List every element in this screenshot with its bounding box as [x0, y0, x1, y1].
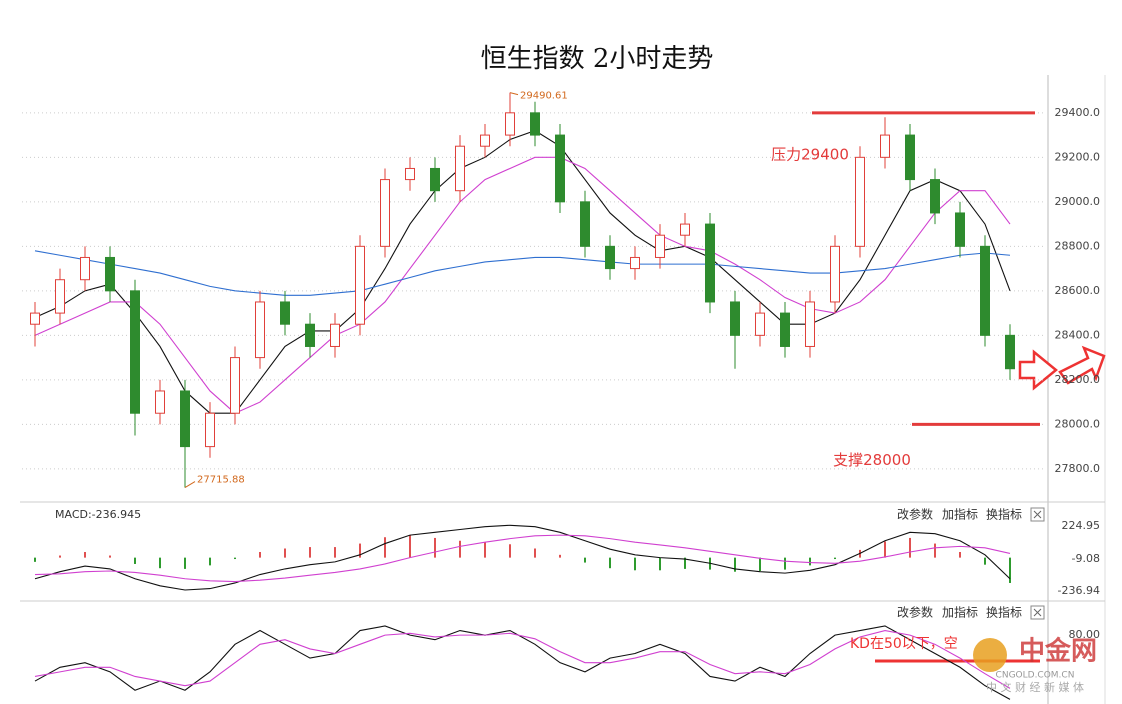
candle-body — [405, 167, 415, 181]
ma-line — [34, 250, 1011, 296]
candle-body — [505, 112, 515, 136]
ma-line — [34, 625, 1011, 700]
y-tick-label: 28000.0 — [1055, 417, 1101, 430]
candle-body — [55, 279, 65, 314]
arrow-icon — [1018, 349, 1058, 391]
y-tick-label: 28400.0 — [1055, 328, 1101, 341]
candle-body — [705, 223, 715, 303]
y-tick-label: 29400.0 — [1055, 106, 1101, 119]
y-tick-label: 80.00 — [1069, 628, 1101, 641]
watermark-site: CNGOLD.COM.CN — [996, 671, 1075, 681]
candle-body — [330, 323, 340, 347]
ma-line — [34, 130, 1011, 414]
watermark-slogan: 中 文 财 经 新 媒 体 — [986, 680, 1084, 694]
toolbar-button[interactable]: 加指标 — [942, 507, 978, 522]
candle-body — [280, 301, 290, 325]
candle-body — [155, 390, 165, 414]
candle-body — [555, 134, 565, 203]
watermark-brand: 中金网 — [1019, 636, 1097, 667]
y-tick-label: 28600.0 — [1055, 284, 1101, 297]
toolbar-button[interactable]: 改参数 — [897, 507, 933, 522]
candle-body — [105, 256, 115, 292]
indicator-label: MACD:-236.945 — [55, 508, 141, 521]
y-tick-label: -9.08 — [1072, 552, 1100, 565]
level-label: 支撑28000 — [833, 451, 911, 469]
candle-body — [230, 357, 240, 414]
kd-annotation: KD在50以下，空 — [850, 636, 958, 652]
candle-body — [205, 412, 215, 448]
y-tick-label: 28800.0 — [1055, 239, 1101, 252]
close-icon — [1033, 608, 1042, 617]
candle-body — [930, 179, 940, 214]
candle-body — [530, 112, 540, 136]
y-tick-label: 224.95 — [1062, 519, 1101, 532]
y-tick-label: 29200.0 — [1055, 150, 1101, 163]
candle-body — [805, 301, 815, 347]
candle-body — [830, 245, 840, 303]
ma-line — [34, 156, 1011, 414]
candle-body — [655, 234, 665, 258]
candle-body — [130, 290, 140, 414]
candle-body — [855, 156, 865, 247]
toolbar-button[interactable]: 换指标 — [986, 507, 1022, 522]
candle-body — [80, 256, 90, 281]
candle-body — [380, 179, 390, 247]
level-label: 压力29400 — [771, 145, 849, 163]
arrow-icon — [1058, 345, 1106, 385]
candle-body — [880, 134, 890, 158]
ma-line — [34, 534, 1011, 583]
watermark-logo — [973, 638, 1007, 672]
toolbar-button[interactable]: 改参数 — [897, 605, 933, 620]
candle-body — [955, 212, 965, 247]
candle-body — [730, 301, 740, 336]
candle-body — [180, 390, 190, 448]
candle-body — [580, 201, 590, 247]
candle-body — [980, 245, 990, 336]
candle-body — [255, 301, 265, 359]
high-label: 29490.61 — [520, 91, 568, 102]
candle-body — [1005, 334, 1015, 370]
toolbar-button[interactable]: 加指标 — [942, 605, 978, 620]
candle-body — [480, 134, 490, 147]
close-icon — [1033, 510, 1042, 519]
y-tick-label: 27800.0 — [1055, 462, 1101, 475]
candle-body — [680, 223, 690, 236]
candle-body — [30, 312, 40, 325]
candle-body — [905, 134, 915, 181]
extreme-pointer — [509, 92, 519, 96]
y-tick-label: 28200.0 — [1055, 373, 1101, 386]
ma-line — [34, 629, 1011, 689]
candle-body — [755, 312, 765, 336]
extreme-pointer — [184, 481, 196, 488]
candle-body — [305, 323, 315, 347]
candle-body — [780, 312, 790, 347]
candle-body — [605, 245, 615, 270]
toolbar-button[interactable]: 换指标 — [986, 605, 1022, 620]
y-tick-label: 29000.0 — [1055, 195, 1101, 208]
chart-title: 恒生指数 2小时走势 — [481, 44, 714, 74]
y-tick-label: -236.94 — [1058, 584, 1100, 597]
low-label: 27715.88 — [197, 475, 245, 486]
candle-body — [430, 167, 440, 192]
candle-body — [355, 245, 365, 325]
ma-line — [34, 524, 1011, 591]
candle-body — [630, 256, 640, 270]
candle-body — [455, 145, 465, 192]
